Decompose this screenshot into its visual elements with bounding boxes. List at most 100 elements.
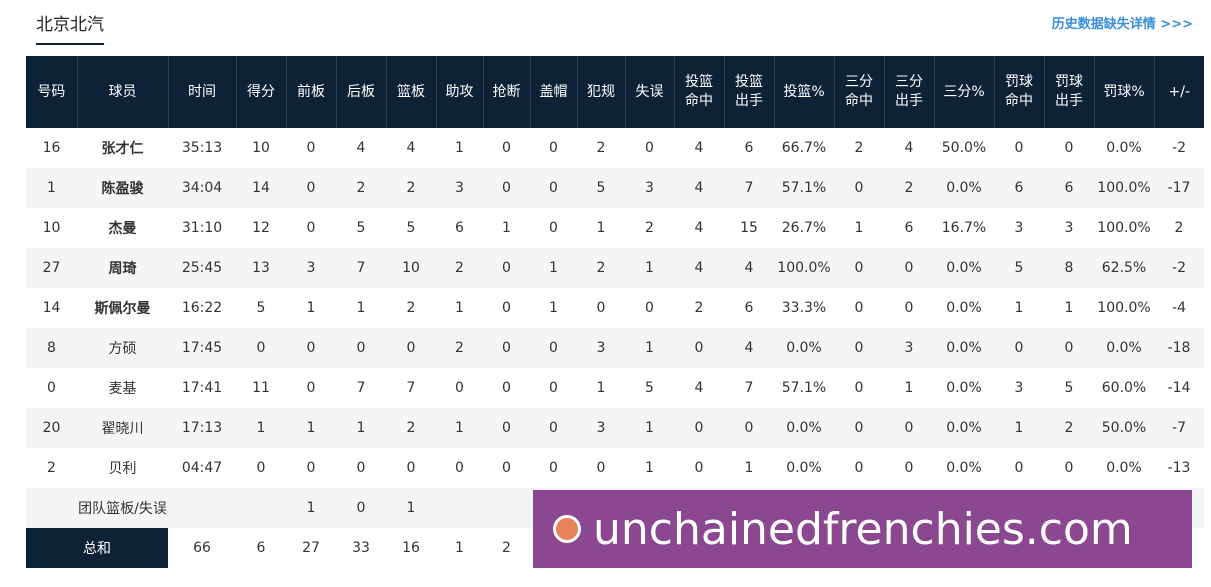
cell: 0 (502, 300, 511, 316)
cell: 2 (47, 460, 56, 476)
cell: 0.0% (946, 380, 982, 396)
column-header: 抢断 (482, 56, 530, 128)
cell: 4 (904, 140, 914, 156)
cell: 0 (674, 328, 724, 368)
cell: 27 (26, 248, 77, 288)
cell: 3 (1014, 380, 1024, 396)
cell: 0 (884, 248, 934, 288)
cell: 3 (577, 408, 625, 448)
watermark: unchainedfrenchies.com (533, 490, 1192, 568)
cell: 0 (502, 460, 511, 476)
cell: 17:13 (168, 408, 236, 448)
cell: 1 (286, 408, 336, 448)
cell: 17:45 (168, 328, 236, 368)
cell: 0 (502, 380, 511, 396)
cell: 1 (455, 300, 464, 316)
cell: 0 (483, 408, 530, 448)
cell: 5 (994, 248, 1044, 288)
cell: 1 (455, 540, 464, 556)
cell: 14 (236, 168, 286, 208)
watermark-icon (553, 515, 581, 543)
cell: 0 (834, 328, 884, 368)
cell: 2 (336, 168, 386, 208)
cell: 2 (386, 168, 436, 208)
cell: 7 (744, 380, 754, 396)
cell: 0 (694, 460, 704, 476)
player-row: 14 斯佩尔曼 16:22 5 1 1 2 1 0 1 0 0 2 6 33.3% 0 0 0.0% 1 1 100.0… (26, 288, 1204, 328)
cell: 4 (694, 220, 704, 236)
cell: 1 (356, 300, 366, 316)
cell (236, 488, 286, 528)
cell: 100.0% (1097, 300, 1151, 316)
cell: 1 (625, 328, 674, 368)
cell: 2 (406, 300, 416, 316)
cell: 总和 (26, 528, 168, 568)
column-header: 投篮命中 (673, 56, 724, 128)
cell: 13 (236, 248, 286, 288)
cell: 0.0% (934, 408, 994, 448)
cell: 1 (386, 488, 436, 528)
cell: 0 (386, 328, 436, 368)
cell: 0 (1044, 328, 1094, 368)
cell: 0 (1014, 460, 1024, 476)
cell: 66.7% (781, 140, 827, 156)
cell: 3 (436, 168, 483, 208)
column-header: +/- (1153, 56, 1204, 128)
cell: 斯佩尔曼 (94, 301, 151, 317)
cell: 1 (1014, 300, 1024, 316)
cell: 0 (502, 140, 511, 156)
cell: 0 (549, 460, 558, 476)
player-row: 20 翟晓川 17:13 1 1 1 2 1 0 0 3 1 0 0 0.0% 0 0 0.0% 1 2 50.0% -7 (26, 408, 1204, 448)
cell: 16.7% (941, 220, 987, 236)
cell: 0 (1064, 460, 1074, 476)
cell: 0 (530, 408, 577, 448)
cell: 0 (596, 300, 606, 316)
cell: 14 (42, 300, 61, 316)
cell: 0.0% (1106, 140, 1142, 156)
cell: 5 (1064, 380, 1074, 396)
player-row: 10 杰曼 31:10 12 0 5 5 6 1 0 1 2 4 15 26.7% 1 6 16.7% 3 3 100.… (26, 208, 1204, 248)
cell: 0 (994, 328, 1044, 368)
cell: 16:22 (181, 300, 223, 316)
cell: 0 (549, 380, 558, 396)
column-header: 号码 (26, 56, 77, 128)
column-header: 盖帽 (529, 56, 577, 128)
cell: 0 (596, 460, 606, 476)
column-header: 三分% (933, 56, 994, 128)
cell: 1 (596, 220, 606, 236)
cell: 0 (674, 408, 724, 448)
cell: 6 (256, 540, 266, 556)
cell: 2 (694, 300, 704, 316)
cell: 6 (904, 220, 914, 236)
column-header: 球员 (76, 56, 168, 128)
cell: 15 (740, 220, 758, 236)
cell: 3 (1014, 220, 1024, 236)
cell: 0.0% (946, 300, 982, 316)
cell: 0 (1064, 140, 1074, 156)
cell: 62.5% (1094, 248, 1154, 288)
cell (483, 488, 530, 528)
cell: 60.0% (1101, 380, 1147, 396)
cell: 陈盈骏 (77, 168, 168, 208)
cell: 17:41 (181, 380, 223, 396)
cell: 20 (26, 408, 77, 448)
cell: 2 (596, 140, 606, 156)
column-header: 罚球% (1093, 56, 1154, 128)
cell: 2 (577, 248, 625, 288)
cell: 7 (356, 380, 366, 396)
cell: 1 (994, 408, 1044, 448)
cell: 2 (884, 168, 934, 208)
cell: 2 (436, 248, 483, 288)
cell: 5 (356, 220, 366, 236)
column-header: 失误 (624, 56, 674, 128)
cell: 0.0% (774, 408, 834, 448)
column-header: 篮板 (385, 56, 436, 128)
history-link[interactable]: 历史数据缺失详情 >>> (1051, 17, 1193, 32)
cell: 0.0% (934, 248, 994, 288)
cell: 麦基 (108, 381, 137, 397)
cell: 1 (26, 168, 77, 208)
cell: 0 (356, 460, 366, 476)
cell: 方硕 (77, 328, 168, 368)
cell: 0 (306, 460, 316, 476)
cell: -18 (1154, 328, 1204, 368)
